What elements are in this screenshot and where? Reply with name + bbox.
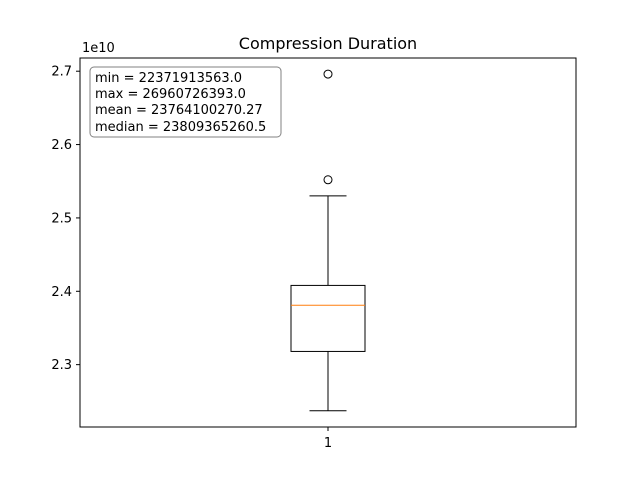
y-tick-label: 2.3 (51, 358, 72, 373)
stats-line-max: max = 26960726393.0 (95, 87, 246, 102)
x-tick-label: 1 (324, 436, 332, 451)
stats-box: min = 22371913563.0 max = 26960726393.0 … (89, 66, 282, 138)
y-tick-label: 2.7 (51, 65, 72, 80)
stats-line-mean: mean = 23764100270.27 (95, 103, 263, 118)
y-tick-label: 2.5 (51, 211, 72, 226)
y-tick-label: 2.6 (51, 138, 72, 153)
outlier-point (323, 69, 333, 79)
stats-line-min: min = 22371913563.0 (95, 71, 242, 86)
boxplot (290, 69, 366, 412)
stats-line-median: median = 23809365260.5 (95, 120, 266, 135)
stats-box-frame (89, 66, 282, 138)
y-offset-label: 1e10 (82, 41, 115, 56)
interquartile-box (290, 284, 366, 352)
chart-title: Compression Duration (239, 34, 417, 53)
y-tick-label: 2.4 (51, 285, 72, 300)
outlier-point (323, 175, 333, 185)
y-axis: 2.3 2.4 2.5 2.6 2.7 (51, 65, 80, 373)
x-axis: 1 (324, 427, 332, 451)
